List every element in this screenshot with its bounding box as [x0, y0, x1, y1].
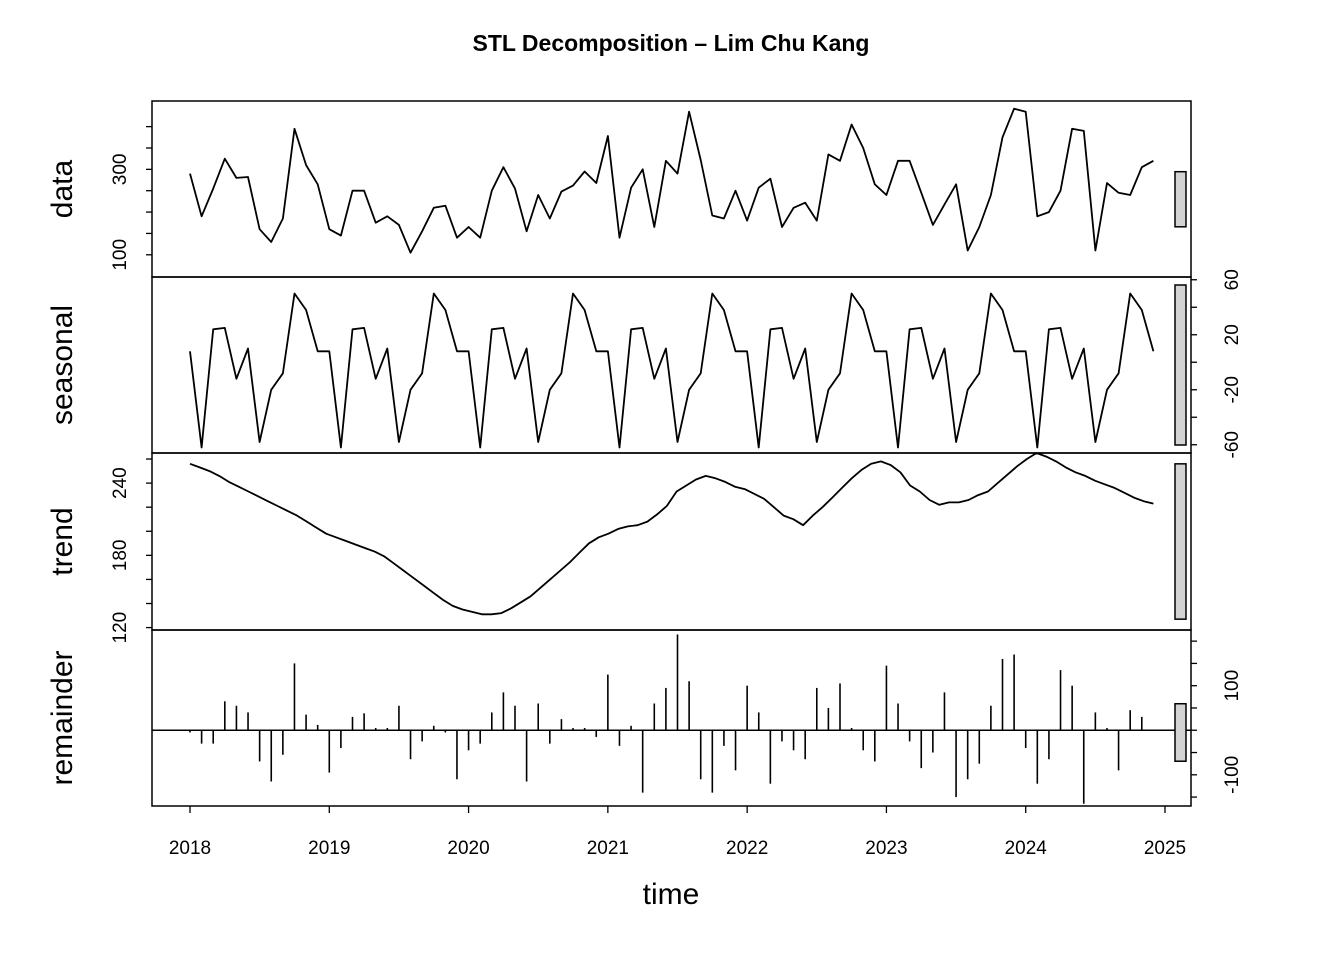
x-axis-tick-label: 2024 [1005, 838, 1048, 859]
seasonal-range-bar [1174, 284, 1187, 446]
x-axis-tick-label: 2020 [447, 838, 489, 859]
remainder-panel-frame [151, 629, 1192, 807]
remainder-y-tick-label: -100 [1222, 756, 1243, 794]
seasonal-y-tick-label: -20 [1222, 376, 1243, 403]
x-axis-tick-label: 2025 [1144, 838, 1186, 859]
seasonal-panel-label: seasonal [46, 305, 79, 425]
data-panel-label: data [46, 159, 79, 218]
panel-remainder: -100 100 remainder [46, 629, 1243, 807]
trend-y-tick-label: 240 [110, 467, 131, 499]
remainder-y-tick-label: 100 [1222, 670, 1243, 702]
trend-range-bar [1174, 463, 1187, 620]
data-series-line [189, 107, 1154, 254]
seasonal-y-tick-label: 60 [1222, 269, 1243, 290]
chart-title: STL Decomposition – Lim Chu Kang [473, 30, 870, 56]
x-axis-tick-label: 2021 [587, 838, 629, 859]
trend-y-tick-label: 180 [110, 539, 131, 571]
trend-y-tick-label: 120 [110, 612, 131, 644]
remainder-range-bar [1174, 702, 1187, 762]
data-y-tick-label: 100 [110, 239, 131, 271]
seasonal-y-tick-label: -60 [1222, 431, 1243, 458]
seasonal-y-tick-label: 20 [1222, 324, 1243, 345]
seasonal-series-line [189, 292, 1155, 449]
x-axis-label: time [643, 878, 700, 911]
panel-seasonal: -60 -20 20 60 seasonal [46, 269, 1243, 458]
remainder-panel-label: remainder [46, 650, 79, 785]
x-axis-tick-label: 2023 [865, 838, 907, 859]
x-axis-tick-label: 2022 [726, 838, 768, 859]
x-axis-tick-label: 2018 [169, 838, 211, 859]
trend-series-line [189, 452, 1154, 616]
x-axis: 2018 2019 2020 2021 2022 2023 2024 2025 [169, 806, 1186, 859]
trend-panel-label: trend [46, 507, 79, 575]
data-y-tick-label: 300 [110, 153, 131, 185]
x-axis-tick-label: 2019 [308, 838, 350, 859]
data-range-bar [1174, 170, 1187, 228]
panels-layer: 100 300 data -60 -20 20 60 seasonal 120 180 240 tre… [46, 100, 1243, 807]
